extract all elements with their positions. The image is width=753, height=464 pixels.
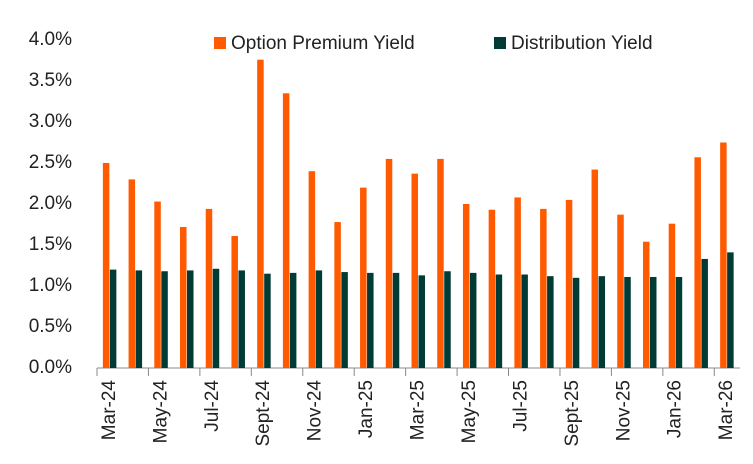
bar	[264, 273, 271, 368]
y-tick-label: 0.0%	[29, 357, 72, 378]
bar	[649, 276, 657, 368]
x-tick-label: Nov-25	[613, 380, 634, 441]
bar	[289, 272, 297, 368]
bar	[187, 270, 194, 368]
bar	[180, 226, 187, 368]
bar	[624, 276, 631, 368]
bar	[418, 275, 425, 368]
y-tick-label: 3.5%	[29, 70, 72, 91]
bar	[668, 223, 676, 368]
bar	[565, 199, 573, 368]
bar	[694, 157, 701, 368]
bar	[102, 163, 110, 368]
bar	[514, 197, 521, 368]
bar	[591, 169, 599, 368]
bar	[231, 235, 238, 368]
bar	[437, 158, 444, 368]
x-tick-label: Jul-24	[202, 380, 223, 432]
x-tick-label: Nov-24	[305, 380, 326, 442]
x-tick-label: Sept-24	[253, 380, 274, 447]
bar	[411, 173, 418, 368]
bar	[469, 272, 477, 368]
bar	[462, 204, 470, 368]
bar	[701, 258, 708, 368]
bar	[392, 272, 400, 368]
y-tick-label: 1.5%	[29, 234, 72, 255]
x-tick-label: Jul-25	[510, 380, 531, 432]
bar	[135, 270, 143, 368]
bar	[154, 201, 161, 368]
bar	[488, 209, 496, 368]
x-tick-label: Sept-25	[562, 380, 583, 447]
bar	[617, 214, 624, 368]
bar	[212, 268, 220, 368]
bar	[367, 272, 374, 368]
bar	[444, 271, 451, 368]
bar	[315, 270, 323, 368]
x-tick-label: May-25	[459, 380, 480, 443]
bar	[642, 241, 650, 368]
bar	[540, 208, 547, 368]
x-tick-label: Jan-26	[665, 380, 686, 438]
legend-label: Option Premium Yield	[231, 33, 415, 54]
x-tick-label: Mar-26	[716, 380, 737, 440]
bar	[675, 276, 683, 368]
bar	[238, 270, 245, 368]
legend-swatch	[494, 37, 506, 49]
bar	[257, 59, 264, 369]
bar	[385, 158, 393, 368]
bar	[161, 271, 168, 368]
y-tick-label: 1.0%	[29, 275, 72, 296]
bar	[109, 269, 117, 368]
bar	[572, 277, 580, 368]
bar	[547, 276, 554, 368]
x-tick-label: Mar-25	[408, 380, 429, 440]
y-tick-label: 0.5%	[29, 316, 72, 337]
y-tick-label: 3.0%	[29, 111, 72, 132]
bar	[205, 208, 213, 368]
y-tick-label: 2.0%	[29, 193, 72, 214]
bar	[360, 187, 367, 368]
x-tick-label: Jan-25	[356, 380, 377, 438]
bar	[598, 276, 606, 368]
bar	[128, 179, 136, 368]
x-tick-label: Mar-24	[99, 380, 120, 441]
bar	[521, 274, 528, 368]
bar	[282, 93, 290, 369]
bar	[308, 171, 316, 368]
x-tick-label: May-24	[150, 380, 171, 444]
bar	[341, 272, 348, 368]
bar	[495, 274, 503, 368]
legend-swatch	[214, 37, 226, 49]
bar	[334, 222, 341, 368]
bar	[720, 142, 727, 368]
bar	[727, 252, 734, 368]
legend-label: Distribution Yield	[511, 33, 653, 54]
y-tick-label: 4.0%	[29, 29, 72, 50]
y-tick-label: 2.5%	[29, 152, 72, 173]
